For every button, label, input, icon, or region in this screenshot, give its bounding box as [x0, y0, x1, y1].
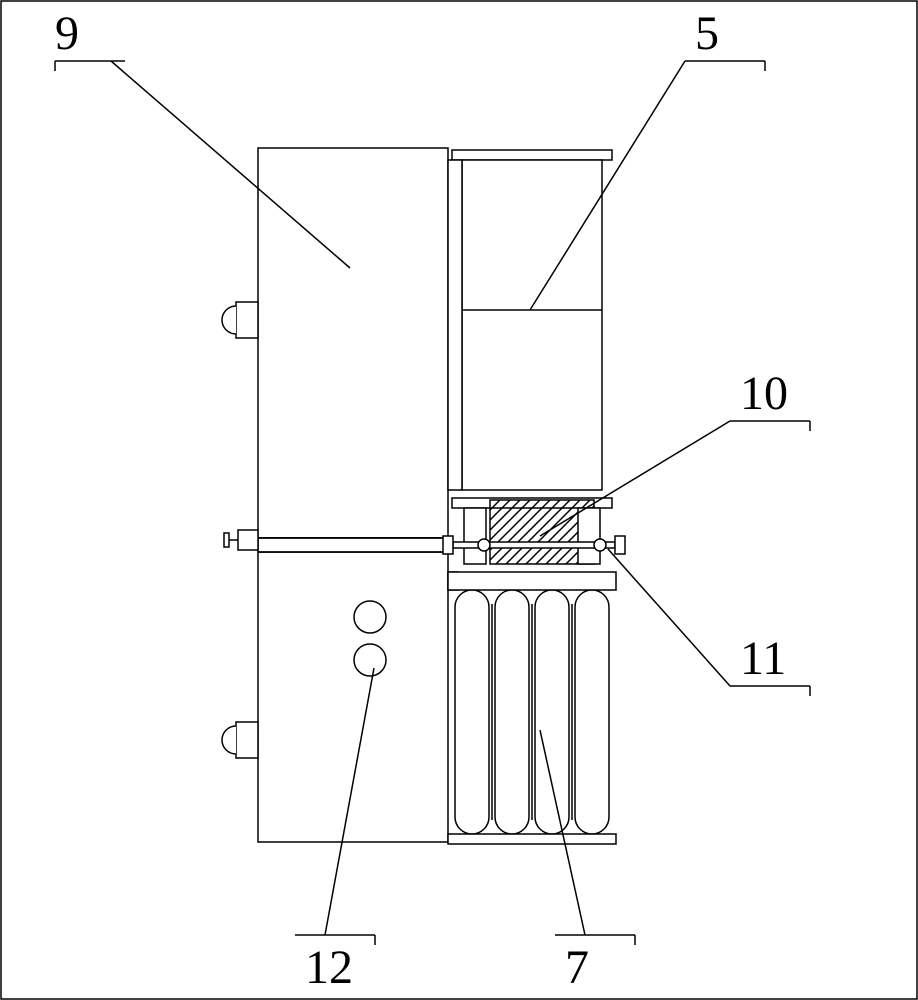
- callout-label-11: 11: [740, 632, 786, 685]
- callout-label-12: 12: [305, 941, 353, 994]
- callout-label-10: 10: [740, 367, 788, 420]
- callout-label-7: 7: [565, 941, 589, 994]
- technical-diagram: 9 5 10 11 12 7: [0, 0, 918, 1000]
- callout-label-9: 9: [55, 7, 79, 60]
- callout-label-5: 5: [695, 7, 719, 60]
